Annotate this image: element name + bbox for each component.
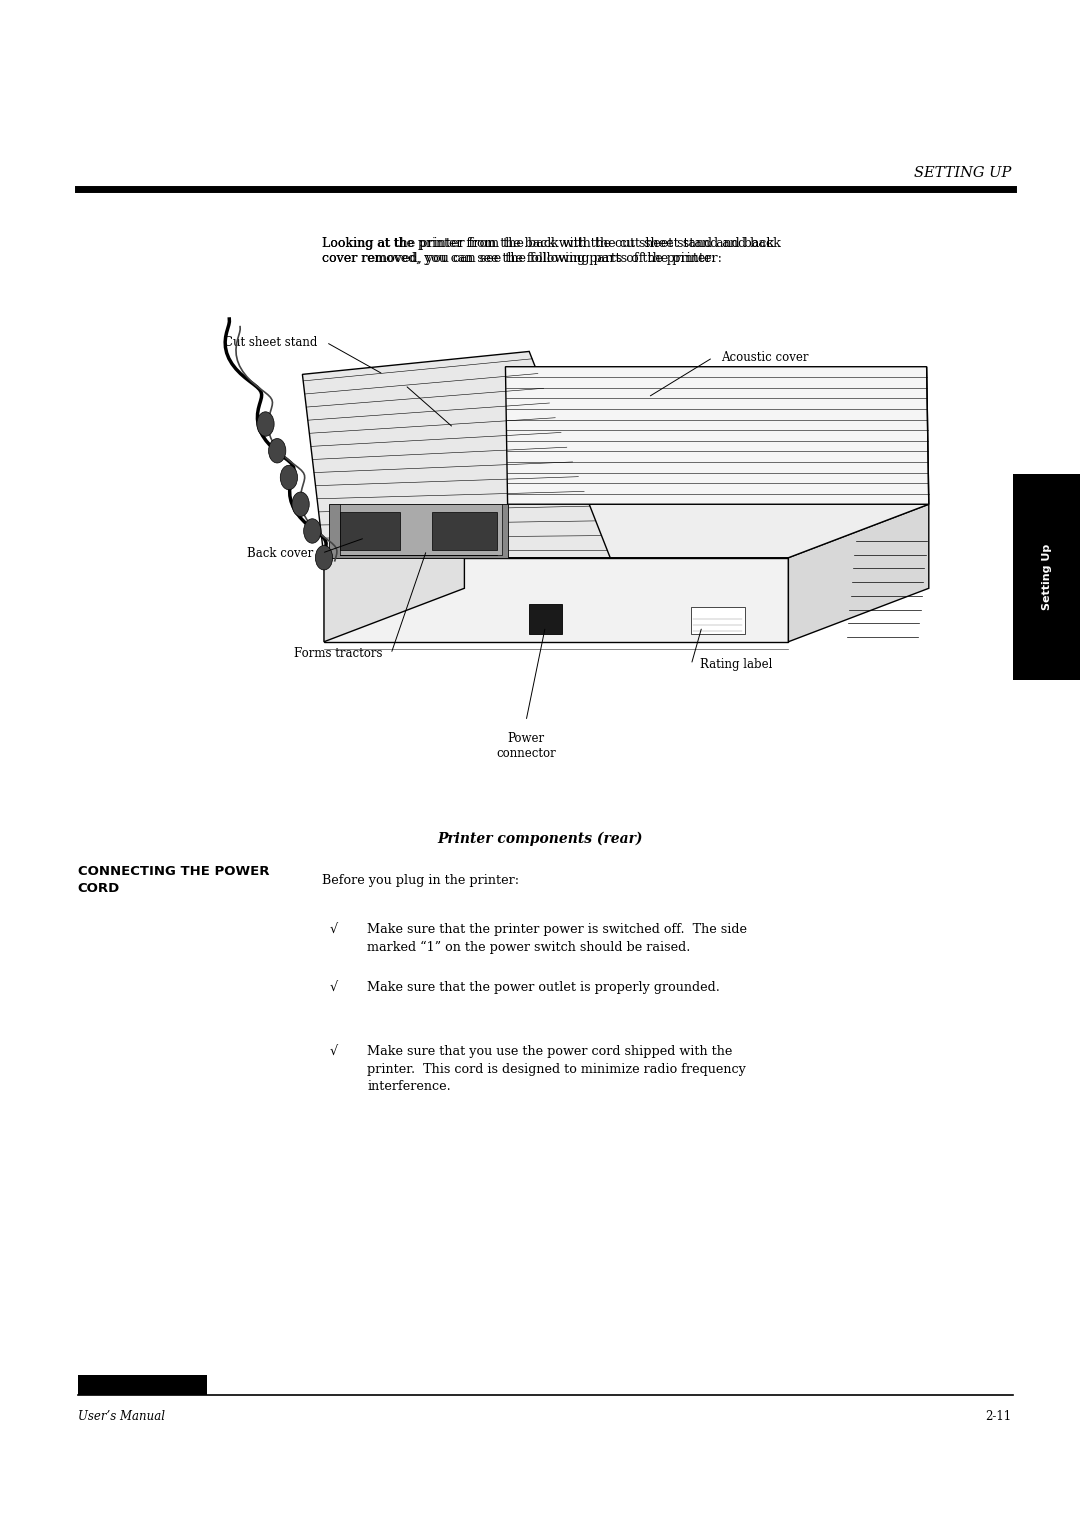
Text: Rating label: Rating label [700,659,772,671]
Text: CONNECTING THE POWER
CORD: CONNECTING THE POWER CORD [78,865,269,895]
Bar [691,607,745,634]
Circle shape [315,545,333,570]
Polygon shape [324,504,929,558]
Text: Make sure that you use the power cord shipped with the
printer.  This cord is de: Make sure that you use the power cord sh… [367,1045,746,1093]
Text: Setting Up: Setting Up [1041,544,1052,610]
Text: Before you plug in the printer:: Before you plug in the printer: [322,874,519,888]
Circle shape [269,439,286,463]
Circle shape [281,465,297,489]
Bar [529,604,562,634]
Text: Acoustic cover: Acoustic cover [721,351,809,364]
Polygon shape [340,512,400,550]
Text: Looking at the printer from the back with the cut sheet stand and back
cover rem: Looking at the printer from the back wit… [322,237,774,264]
Text: √: √ [329,1045,338,1059]
Text: Back cover: Back cover [247,547,313,559]
Text: Power
connector: Power connector [496,732,556,759]
Bar [1013,474,1080,680]
Polygon shape [927,367,929,504]
Text: Looking at the printer from the back with the cut sheet stand and back
cover rem: Looking at the printer from the back wit… [322,237,781,264]
Polygon shape [324,504,464,642]
Text: √: √ [329,923,338,937]
Text: Forms tractors: Forms tractors [294,648,382,660]
Polygon shape [324,558,788,642]
Text: User’s Manual: User’s Manual [78,1410,165,1424]
Circle shape [303,518,321,544]
Polygon shape [340,504,502,555]
Text: √: √ [329,981,338,995]
Polygon shape [329,504,508,558]
Text: Printer components (rear): Printer components (rear) [437,831,643,845]
Text: Make sure that the power outlet is properly grounded.: Make sure that the power outlet is prope… [367,981,720,995]
Polygon shape [432,512,497,550]
Circle shape [257,411,274,435]
Text: SETTING UP: SETTING UP [914,167,1011,180]
Text: Top cover: Top cover [338,379,396,391]
Text: 2-11: 2-11 [985,1410,1011,1424]
Text: Make sure that the printer power is switched off.  The side
marked “1” on the po: Make sure that the printer power is swit… [367,923,747,953]
Polygon shape [505,367,929,504]
Polygon shape [302,351,610,558]
Circle shape [292,492,309,516]
Bar [78,1375,207,1395]
Text: Cut sheet stand: Cut sheet stand [225,336,318,348]
Polygon shape [788,504,929,642]
